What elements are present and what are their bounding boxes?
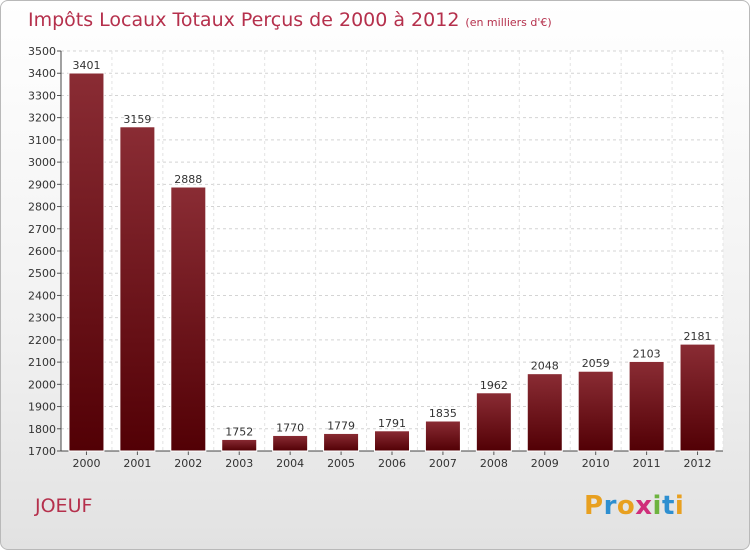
- x-tick-label: 2011: [633, 457, 661, 470]
- x-tick-label: 2007: [429, 457, 457, 470]
- bar: [628, 360, 665, 452]
- y-tick-label: 2200: [28, 334, 56, 347]
- bar: [170, 186, 207, 452]
- bar-value-label: 2048: [531, 360, 559, 373]
- proxiti-logo: Proxiti: [584, 491, 684, 521]
- x-tick-label: 2010: [582, 457, 610, 470]
- bar: [68, 72, 105, 452]
- x-tick-label: 2012: [684, 457, 712, 470]
- bar: [424, 420, 461, 452]
- chart-title-text: Impôts Locaux Totaux Perçus de 2000 à 20…: [28, 9, 460, 31]
- bar-value-label: 3401: [72, 59, 100, 72]
- bar: [526, 373, 563, 452]
- bar-value-label: 2888: [174, 173, 202, 186]
- y-tick-label: 3200: [28, 112, 56, 125]
- y-tick-label: 1700: [28, 445, 56, 458]
- x-tick-label: 2008: [480, 457, 508, 470]
- x-tick-label: 2004: [276, 457, 304, 470]
- bar-value-label: 3159: [123, 113, 151, 126]
- x-tick-label: 2006: [378, 457, 406, 470]
- bar: [119, 126, 156, 452]
- logo-letter: i: [652, 491, 662, 521]
- x-tick-label: 2003: [225, 457, 253, 470]
- labels: 1700 1800 1900 2000 2100 2200 2300 2400 2500 2600…: [28, 45, 712, 470]
- y-tick-label: 2500: [28, 267, 56, 280]
- x-tick-label: 2005: [327, 457, 355, 470]
- bar: [323, 432, 360, 452]
- y-tick-label: 2800: [28, 201, 56, 214]
- bar: [679, 343, 716, 452]
- bar-value-label: 1791: [378, 417, 406, 430]
- bar-value-label: 1779: [327, 419, 355, 432]
- x-tick-label: 2009: [531, 457, 559, 470]
- y-tick-label: 2600: [28, 245, 56, 258]
- y-tick-label: 2400: [28, 289, 56, 302]
- bar-value-label: 1835: [429, 407, 457, 420]
- bar-value-label: 2103: [633, 347, 661, 360]
- y-tick-label: 1800: [28, 423, 56, 436]
- logo-letter: r: [603, 491, 617, 521]
- bar: [475, 392, 512, 452]
- y-tick-label: 3100: [28, 134, 56, 147]
- chart-title: Impôts Locaux Totaux Perçus de 2000 à 20…: [28, 9, 552, 31]
- bar: [577, 370, 614, 452]
- bar: [272, 434, 309, 452]
- y-tick-label: 3500: [28, 45, 56, 58]
- y-tick-label: 2700: [28, 223, 56, 236]
- bar: [374, 430, 410, 452]
- logo-letter: P: [584, 491, 604, 521]
- x-tick-label: 2000: [72, 457, 100, 470]
- grid-lines: [60, 50, 724, 452]
- x-tick-label: 2002: [174, 457, 202, 470]
- logo-letter: o: [616, 491, 636, 521]
- logo-letter: x: [635, 491, 653, 521]
- bar-value-label: 1770: [276, 421, 304, 434]
- bars: [68, 72, 716, 452]
- bar-value-label: 2181: [684, 330, 712, 343]
- y-tick-label: 3400: [28, 67, 56, 80]
- bar-value-label: 2059: [582, 357, 610, 370]
- city-name: JOEUF: [35, 495, 93, 517]
- y-tick-label: 3300: [28, 89, 56, 102]
- chart-subtitle: (en milliers d'€): [465, 16, 552, 29]
- y-tick-label: 2100: [28, 356, 56, 369]
- logo-letter: t: [661, 491, 675, 521]
- x-tick-label: 2001: [123, 457, 151, 470]
- y-tick-label: 1900: [28, 401, 56, 414]
- bar-value-label: 1752: [225, 425, 253, 438]
- y-tick-label: 2900: [28, 178, 56, 191]
- y-tick-label: 2000: [28, 378, 56, 391]
- y-tick-label: 3000: [28, 156, 56, 169]
- bar: [221, 438, 258, 452]
- bar-value-label: 1962: [480, 379, 508, 392]
- y-tick-label: 2300: [28, 312, 56, 325]
- logo-letter: i: [674, 491, 685, 521]
